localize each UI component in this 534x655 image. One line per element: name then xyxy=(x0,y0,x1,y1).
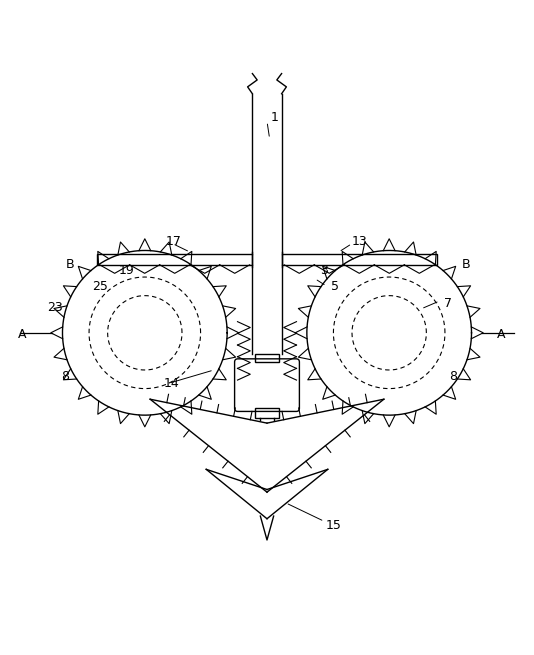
Text: 23: 23 xyxy=(46,301,62,314)
Text: 8: 8 xyxy=(61,370,69,383)
Bar xyxy=(281,254,437,265)
Text: 15: 15 xyxy=(325,519,341,532)
Bar xyxy=(255,408,279,418)
Text: 17: 17 xyxy=(166,235,182,248)
Text: B: B xyxy=(462,258,470,271)
Text: 19: 19 xyxy=(119,263,134,276)
Text: 3: 3 xyxy=(320,263,328,276)
Bar xyxy=(97,254,253,265)
Text: 13: 13 xyxy=(352,235,368,248)
Text: 8: 8 xyxy=(449,370,457,383)
Text: A: A xyxy=(18,328,27,341)
Text: 5: 5 xyxy=(331,280,339,293)
Text: 14: 14 xyxy=(163,377,179,390)
Text: B: B xyxy=(66,258,75,271)
Text: A: A xyxy=(497,328,505,341)
Text: 1: 1 xyxy=(271,111,279,124)
Text: 25: 25 xyxy=(92,280,108,293)
Text: 7: 7 xyxy=(444,297,452,310)
Bar xyxy=(255,354,279,362)
